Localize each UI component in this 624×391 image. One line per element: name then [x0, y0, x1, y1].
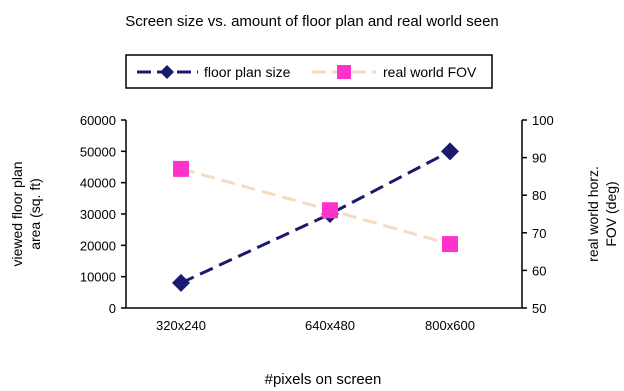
data-point-square [173, 160, 189, 177]
left-y-tick-label: 40000 [80, 176, 116, 191]
legend-marker-floor-plan [160, 65, 174, 79]
legend-label-real-world: real world FOV [383, 64, 477, 80]
right-y-tick-label: 100 [532, 113, 554, 128]
series-line-0 [180, 150, 451, 285]
right-y-tick-label: 80 [532, 188, 546, 203]
right-y-axis-label-line1: real world horz. [585, 166, 601, 262]
x-tick-label: 800x600 [425, 318, 475, 333]
x-axis-label: #pixels on screen [265, 371, 382, 388]
left-y-axis-label-line1: viewed floor plan [9, 161, 25, 266]
left-y-tick-label: 0 [109, 301, 116, 316]
x-tick-label: 640x480 [305, 318, 355, 333]
legend-label-floor-plan: floor plan size [204, 64, 291, 80]
left-y-tick-label: 20000 [80, 238, 116, 253]
right-y-ticks: 50 60 70 80 90 100 [522, 113, 554, 316]
right-y-tick-label: 70 [532, 226, 546, 241]
left-y-ticks: 0 10000 20000 30000 40000 50000 60000 [80, 113, 126, 316]
right-y-axis-label-line2: FOV (deg) [603, 181, 619, 246]
left-y-tick-label: 50000 [80, 144, 116, 159]
x-tick-label: 320x240 [156, 318, 206, 333]
data-point-square [322, 202, 338, 219]
right-y-tick-label: 50 [532, 301, 546, 316]
data-point-diamond [441, 142, 459, 161]
data-point-diamond [172, 273, 190, 292]
legend-marker-real-world [337, 65, 351, 79]
left-y-tick-label: 30000 [80, 207, 116, 222]
right-y-tick-label: 60 [532, 263, 546, 278]
chart-title: Screen size vs. amount of floor plan and… [125, 13, 499, 30]
right-y-tick-label: 90 [532, 151, 546, 166]
x-ticks: 320x240 640x480 800x600 [156, 318, 475, 333]
left-y-axis-label-line2: area (sq. ft) [27, 178, 43, 250]
left-y-tick-label: 10000 [80, 270, 116, 285]
left-y-tick-label: 60000 [80, 113, 116, 128]
data-point-square [442, 236, 458, 253]
series-line-1 [180, 167, 451, 246]
series-layer [172, 142, 459, 292]
